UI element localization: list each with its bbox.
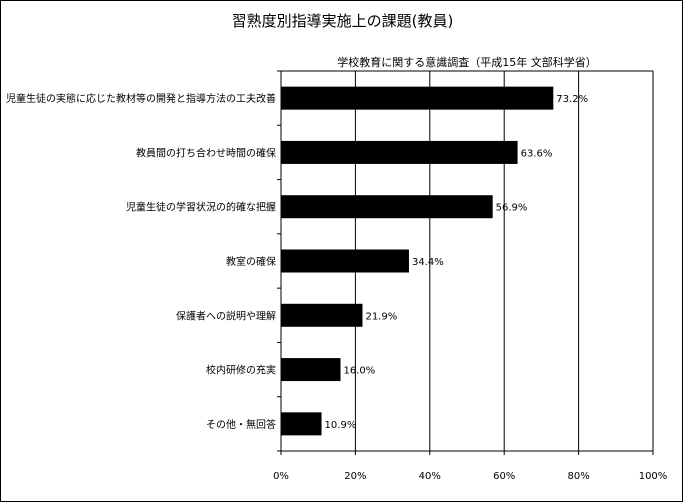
- category-label: 児童生徒の実態に応じた教材等の開発と指導方法の工夫改善: [6, 92, 276, 105]
- category-label: 校内研修の充実: [206, 364, 276, 377]
- bar: [281, 195, 493, 219]
- bar: [281, 140, 518, 164]
- category-label: 教室の確保: [226, 255, 276, 268]
- category-label: 保護者への説明や理解: [176, 309, 276, 322]
- category-label: 児童生徒の学習状況の的確な把握: [126, 201, 276, 214]
- x-tick-label: 20%: [344, 471, 366, 482]
- x-tick-label: 100%: [639, 471, 668, 482]
- chart-title: 習熟度別指導実施上の課題(教員): [231, 12, 454, 30]
- value-label: 56.9%: [496, 203, 528, 214]
- x-tick-label: 80%: [567, 471, 589, 482]
- bar: [281, 249, 409, 273]
- value-label: 10.9%: [325, 420, 357, 431]
- value-label: 73.2%: [556, 94, 588, 105]
- value-label: 63.6%: [521, 148, 553, 159]
- value-label: 16.0%: [344, 366, 376, 377]
- chart-subtitle: 学校教育に関する意識調査（平成15年 文部科学省）: [337, 56, 597, 69]
- bar: [281, 86, 554, 110]
- category-label: 教員間の打ち合わせ時間の確保: [136, 146, 276, 159]
- x-tick-label: 0%: [273, 471, 289, 482]
- category-label: その他・無回答: [206, 418, 276, 431]
- value-label: 34.4%: [412, 257, 444, 268]
- bar: [281, 303, 363, 327]
- bar: [281, 412, 322, 436]
- bar: [281, 358, 341, 382]
- value-label: 21.9%: [365, 311, 397, 322]
- x-tick-label: 40%: [419, 471, 441, 482]
- x-tick-label: 60%: [493, 471, 515, 482]
